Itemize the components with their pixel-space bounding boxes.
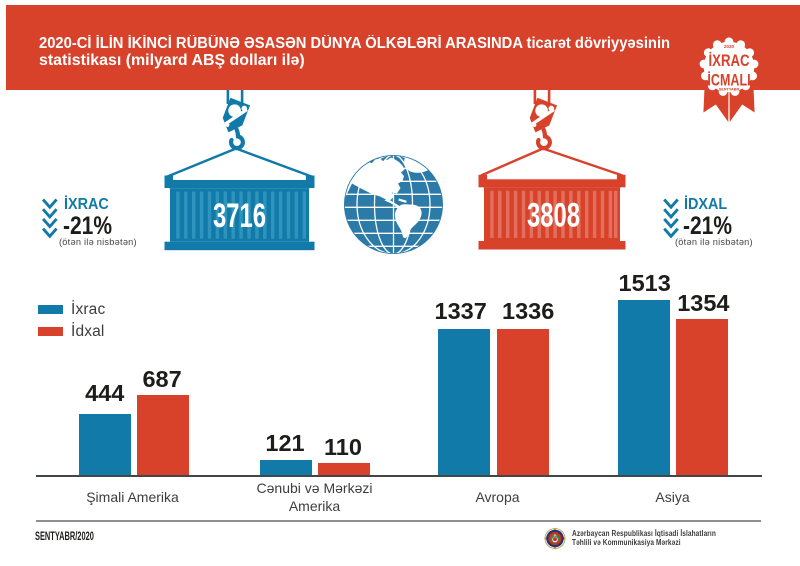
svg-text:SENTYABR: SENTYABR <box>719 87 740 91</box>
svg-text:3716: 3716 <box>213 197 266 235</box>
svg-text:2020: 2020 <box>724 44 735 49</box>
svg-text:İCMALI: İCMALI <box>707 71 750 90</box>
svg-text:İXRAC: İXRAC <box>708 52 749 71</box>
svg-text:3808: 3808 <box>527 196 580 234</box>
